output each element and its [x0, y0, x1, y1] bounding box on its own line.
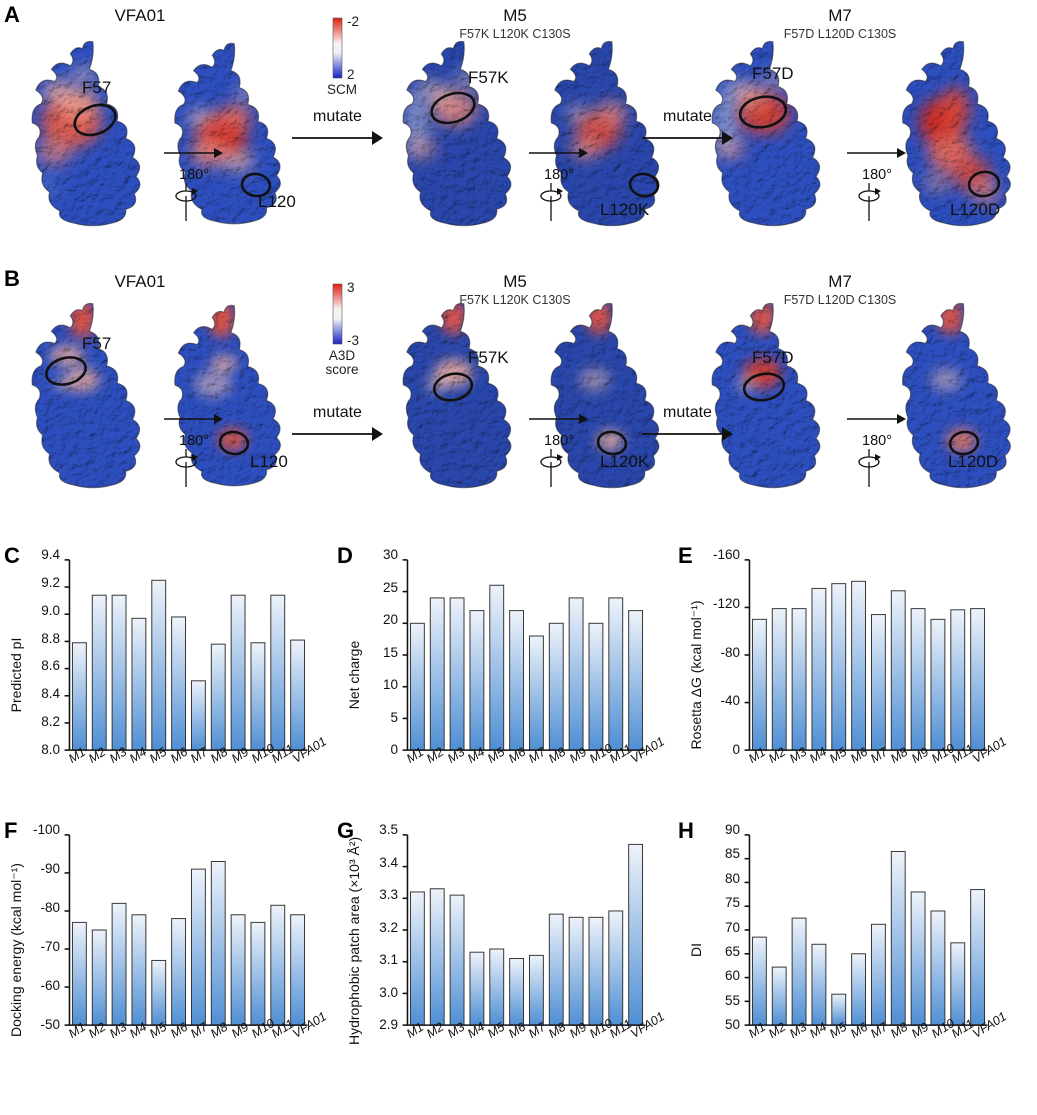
svg-text:-3: -3	[347, 333, 359, 348]
svg-text:2: 2	[347, 67, 355, 82]
svg-text:3: 3	[347, 282, 355, 295]
svg-text:-2: -2	[347, 16, 359, 29]
